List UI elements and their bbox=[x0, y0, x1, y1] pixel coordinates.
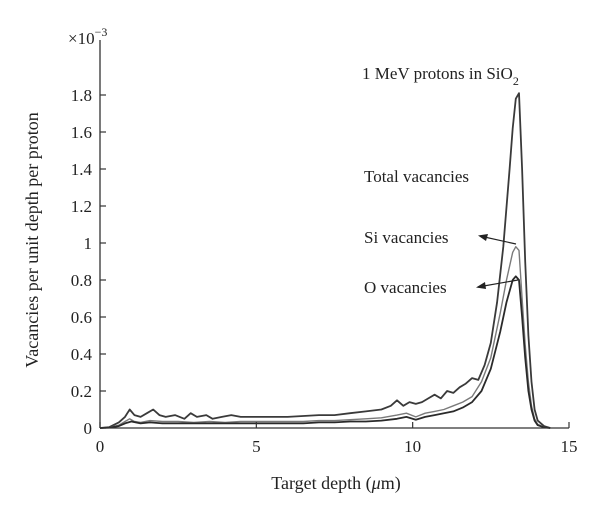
series-line-2 bbox=[99, 245, 551, 429]
series-line-1 bbox=[99, 92, 551, 429]
y-tick-label: 0.4 bbox=[71, 345, 93, 364]
x-tick-label: 0 bbox=[96, 437, 105, 456]
annotation-si-vacancies: Si vacancies bbox=[364, 228, 449, 247]
y-tick-label: 1.8 bbox=[71, 86, 92, 105]
si-arrow bbox=[478, 234, 517, 245]
x-axis-title: Target depth (μm) bbox=[271, 473, 400, 494]
y-ticks: 0 0.2 0.4 0.6 0.8 1 1.2 1.4 1.6 1.8 bbox=[71, 86, 106, 438]
y-tick-label: 1.2 bbox=[71, 197, 92, 216]
annotation-total-vacancies: Total vacancies bbox=[364, 167, 469, 186]
y-axis-multiplier: ×10−3 bbox=[68, 25, 107, 48]
y-axis-title: Vacancies per unit depth per proton bbox=[22, 112, 42, 367]
x-tick-label: 10 bbox=[404, 437, 421, 456]
y-tick-label: 0.6 bbox=[71, 308, 92, 327]
y-tick-label: 1 bbox=[84, 234, 93, 253]
x-ticks: 0 5 10 15 bbox=[96, 422, 578, 456]
series-layer bbox=[99, 92, 551, 429]
y-tick-label: 1.4 bbox=[71, 160, 93, 179]
annotation-o-vacancies: O vacancies bbox=[364, 278, 447, 297]
x-tick-label: 15 bbox=[561, 437, 578, 456]
series-line-3 bbox=[99, 275, 551, 429]
y-tick-label: 0.8 bbox=[71, 271, 92, 290]
y-tick-label: 0 bbox=[84, 419, 93, 438]
x-tick-label: 5 bbox=[252, 437, 261, 456]
y-tick-label: 0.2 bbox=[71, 382, 92, 401]
o-arrow bbox=[476, 279, 519, 289]
y-tick-label: 1.6 bbox=[71, 123, 92, 142]
chart-title: 1 MeV protons in SiO2 bbox=[362, 64, 519, 88]
